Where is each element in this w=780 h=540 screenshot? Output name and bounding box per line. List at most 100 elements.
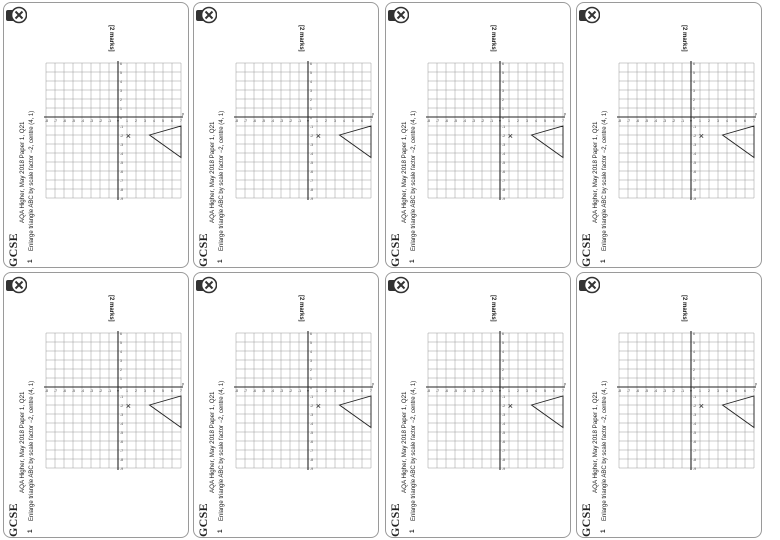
tick-label: -1 xyxy=(502,395,505,399)
tick-label: 0 xyxy=(307,119,309,123)
centre-marker: × xyxy=(699,131,704,141)
tick-label: -5 xyxy=(454,389,457,393)
gcse-title: GCSE xyxy=(388,233,402,267)
tick-label: 1 xyxy=(699,389,701,393)
triangle-abc xyxy=(530,395,564,429)
tick-label: -3 xyxy=(310,143,313,147)
tick-label: -4 xyxy=(654,119,657,123)
tick-label: -1 xyxy=(490,119,493,123)
tick-label: 3 xyxy=(310,89,312,93)
tick-label: 6 xyxy=(310,332,312,336)
tick-label: 6 xyxy=(502,62,504,66)
tick-label: -3 xyxy=(472,119,475,123)
tick-label: 3 xyxy=(334,389,336,393)
exam-source: AQA Higher, May 2018 Paper 1, Q21 xyxy=(401,121,408,223)
tick-label: 5 xyxy=(310,71,312,75)
tick-label: -4 xyxy=(502,422,505,426)
tick-label: -8 xyxy=(310,188,313,192)
tick-label: -3 xyxy=(693,143,696,147)
tick-label: 4 xyxy=(120,350,122,354)
maths-genie-x-logo-icon xyxy=(578,5,601,30)
centre-marker: × xyxy=(508,401,513,411)
tick-label: -3 xyxy=(310,413,313,417)
tick-label: -7 xyxy=(436,119,439,123)
axis-label-x: x xyxy=(310,61,312,62)
grid-lines xyxy=(618,332,755,469)
tick-label: 0 xyxy=(117,389,119,393)
tick-label: 7 xyxy=(562,119,564,123)
exam-source: AQA Higher, May 2018 Paper 1, Q21 xyxy=(19,121,26,223)
tick-label: -1 xyxy=(490,389,493,393)
tick-label: -6 xyxy=(502,170,505,174)
tick-label: -7 xyxy=(627,389,630,393)
question-text: Enlarge triangle ABC by scale factor −2,… xyxy=(219,110,225,251)
tick-label: 3 xyxy=(526,389,528,393)
axis-label-x: x xyxy=(693,61,695,62)
tick-label: -1 xyxy=(681,389,684,393)
axis-label-y: y xyxy=(755,381,757,386)
tick-label: 5 xyxy=(162,119,164,123)
tick-label: 5 xyxy=(502,341,504,345)
question-number: 1 xyxy=(600,529,607,533)
tick-label: 0 xyxy=(693,116,695,120)
tick-label: 6 xyxy=(744,389,746,393)
tick-label: -2 xyxy=(289,119,292,123)
tick-label: 2 xyxy=(310,368,312,372)
tick-label: -5 xyxy=(262,119,265,123)
tick-label: -2 xyxy=(502,134,505,138)
tick-label: -9 xyxy=(693,467,696,471)
tick-label: -7 xyxy=(54,119,57,123)
tick-label: -4 xyxy=(654,389,657,393)
question-card-5: [2 marks] GCSE AQA Higher, May 2018 Pape… xyxy=(3,272,189,538)
tick-label: -2 xyxy=(672,119,675,123)
tick-label: -4 xyxy=(693,152,696,156)
tick-label: 0 xyxy=(693,386,695,390)
tick-label: 0 xyxy=(120,386,122,390)
question-card-4: [2 marks] GCSE AQA Higher, May 2018 Pape… xyxy=(576,2,762,268)
tick-label: -1 xyxy=(108,119,111,123)
tick-label: -7 xyxy=(693,179,696,183)
tick-label: -3 xyxy=(280,389,283,393)
tick-label: 4 xyxy=(726,119,728,123)
tick-label: 1 xyxy=(316,389,318,393)
tick-label: 1 xyxy=(693,377,695,381)
tick-label: -7 xyxy=(120,449,123,453)
tick-label: 2 xyxy=(517,389,519,393)
question-text: Enlarge triangle ABC by scale factor −2,… xyxy=(602,110,608,251)
tick-label: -4 xyxy=(502,152,505,156)
exam-source: AQA Higher, May 2018 Paper 1, Q21 xyxy=(592,391,599,493)
tick-label: 2 xyxy=(120,98,122,102)
tick-label: 0 xyxy=(499,389,501,393)
tick-label: 7 xyxy=(370,119,372,123)
tick-label: 4 xyxy=(726,389,728,393)
tick-label: -2 xyxy=(99,389,102,393)
centre-marker: × xyxy=(316,401,321,411)
tick-label: 4 xyxy=(310,350,312,354)
tick-label: 3 xyxy=(717,119,719,123)
axis-label-y: y xyxy=(564,381,566,386)
tick-label: 5 xyxy=(352,389,354,393)
tick-label: -4 xyxy=(120,422,123,426)
centre-marker: × xyxy=(508,131,513,141)
tick-label: -6 xyxy=(253,119,256,123)
question-text: Enlarge triangle ABC by scale factor −2,… xyxy=(29,110,35,251)
tick-label: -6 xyxy=(693,440,696,444)
gcse-title: GCSE xyxy=(196,503,210,537)
question-card-1: [2 marks] GCSE AQA Higher, May 2018 Pape… xyxy=(3,2,189,268)
tick-label: 0 xyxy=(690,119,692,123)
tick-label: 3 xyxy=(502,89,504,93)
tick-label: 3 xyxy=(120,359,122,363)
tick-label: -7 xyxy=(310,179,313,183)
tick-label: 4 xyxy=(535,389,537,393)
tick-label: 5 xyxy=(352,119,354,123)
tick-label: -2 xyxy=(310,404,313,408)
tick-label: 7 xyxy=(562,389,564,393)
maths-genie-x-logo-icon xyxy=(578,275,601,300)
tick-label: -2 xyxy=(120,134,123,138)
tick-label: -5 xyxy=(310,161,313,165)
tick-label: -4 xyxy=(271,389,274,393)
